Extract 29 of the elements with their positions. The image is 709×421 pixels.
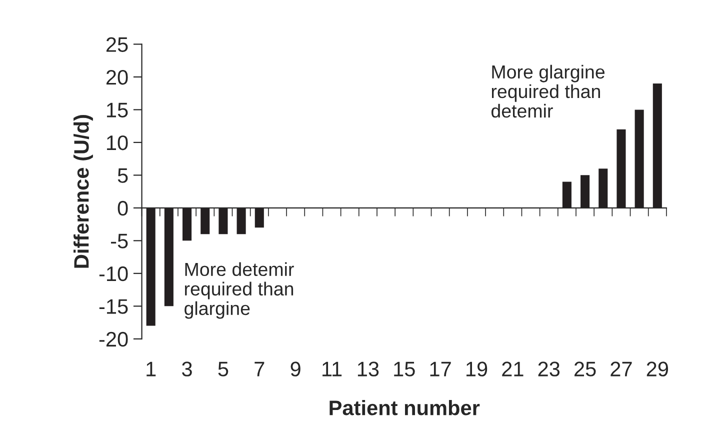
x-tick-label: 7 [254,362,264,376]
y-tick-label: -5 [111,234,128,248]
y-tick-label: -20 [99,332,128,347]
x-tick-label: 9 [290,362,300,376]
x-tick-label: 11 [322,362,342,376]
x-tick-label: 23 [538,362,560,376]
x-tick-label: 15 [394,362,415,376]
y-tick-label: 25 [106,37,128,52]
x-tick-label: 27 [610,362,632,376]
x-tick-label: 5 [218,362,228,376]
y-tick-label: -15 [99,299,128,314]
x-tick-label: 3 [182,362,192,376]
y-tick-label: 0 [118,200,128,216]
x-tick-label: 19 [466,362,488,376]
y-tick-label: -10 [99,266,128,282]
x-tick-label: 29 [646,362,668,376]
y-tick-label: 20 [106,70,128,85]
x-tick-label: 17 [430,362,451,376]
x-tick-label: 1 [146,362,156,376]
annotation: More glargine required than detemir [491,64,605,118]
y-tick-label: 15 [107,102,128,118]
y-tick-label: 10 [107,135,128,150]
y-tick-label: 5 [118,168,128,183]
x-axis-title: Patient number [330,400,480,416]
y-axis-title: Difference (U/d) [74,115,93,268]
x-tick-label: 25 [574,362,596,376]
x-tick-label: 13 [358,362,379,376]
annotation: More detemir required than glargine [184,262,294,319]
x-tick-label: 21 [502,362,524,376]
